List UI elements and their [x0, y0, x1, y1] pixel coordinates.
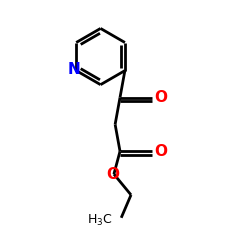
Text: O: O: [106, 167, 119, 182]
Text: H$_3$C: H$_3$C: [87, 213, 113, 228]
Text: N: N: [68, 62, 81, 78]
Text: O: O: [155, 90, 168, 105]
Text: O: O: [155, 144, 168, 159]
